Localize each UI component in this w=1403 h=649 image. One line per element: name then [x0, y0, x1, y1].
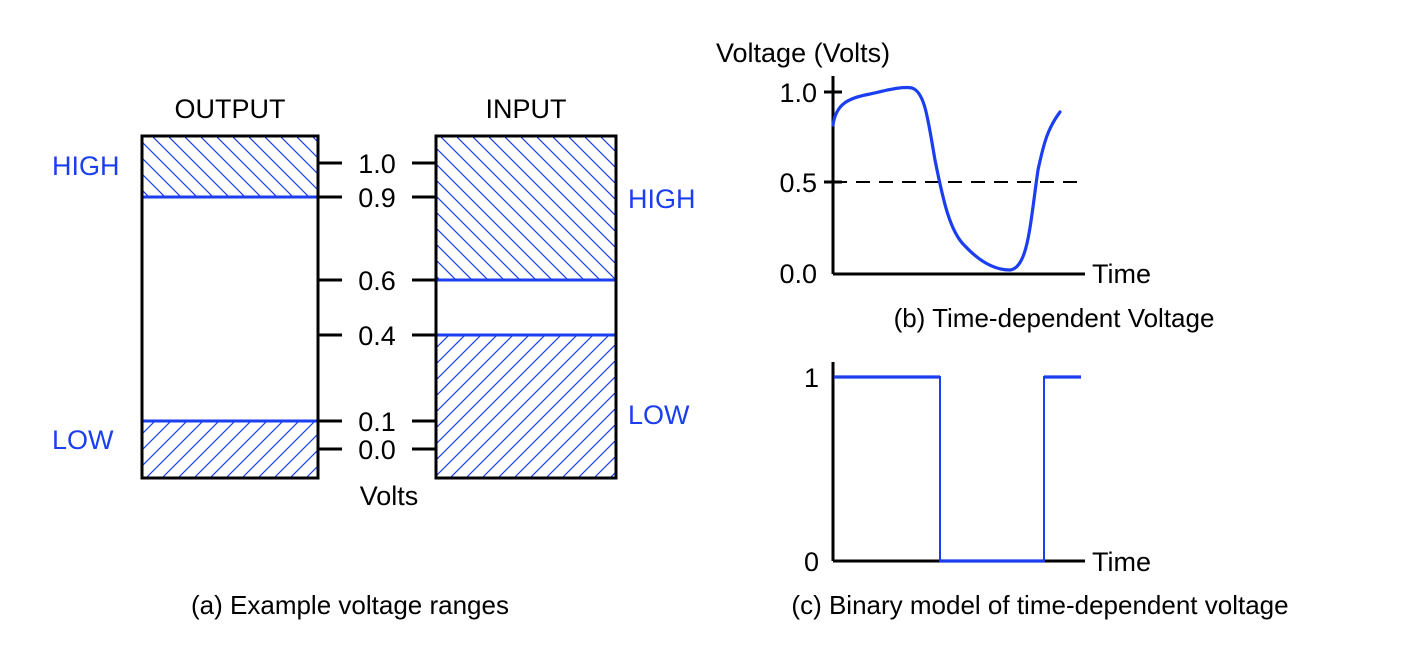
- input-box-border: [434, 134, 618, 480]
- output-high-label: HIGH: [52, 151, 120, 181]
- panel-b-tick-label-0-5: 0.5: [779, 168, 817, 198]
- panel-c-binary-model: 1 0 Time (c) Binary model of time-depend…: [791, 362, 1289, 620]
- scale-unit-label: Volts: [360, 481, 419, 511]
- input-high-label: HIGH: [628, 184, 696, 214]
- binary-waveform-outline: [834, 376, 1081, 562]
- scale-label-0-0: 0.0: [358, 435, 396, 465]
- input-low-label: LOW: [628, 400, 690, 430]
- panel-b-x-axis-label: Time: [1092, 259, 1151, 289]
- input-column-label: INPUT: [486, 94, 567, 124]
- voltage-scale: [318, 161, 436, 451]
- input-low-region: [436, 335, 616, 478]
- panel-c-tick-label-0: 0: [804, 547, 819, 577]
- output-box-border: [140, 134, 320, 480]
- panel-a-caption: (a) Example voltage ranges: [191, 590, 509, 620]
- input-box: [434, 134, 618, 480]
- panel-c-x-axis-label: Time: [1092, 547, 1151, 577]
- panel-b-time-dependent-voltage: Voltage (Volts) 1.0 0.5 0.0 Time (b) Tim…: [716, 38, 1214, 333]
- input-high-region: [436, 136, 616, 280]
- panel-c-caption: (c) Binary model of time-dependent volta…: [791, 590, 1288, 620]
- panel-a-voltage-ranges: OUTPUT INPUT HIGH LOW HIGH LOW: [52, 94, 696, 620]
- output-column-label: OUTPUT: [175, 94, 286, 124]
- scale-label-0-1: 0.1: [358, 407, 396, 437]
- panel-c-tick-label-1: 1: [804, 363, 819, 393]
- voltage-waveform-curve: [831, 85, 1062, 272]
- output-box: [140, 134, 320, 480]
- output-low-region: [142, 421, 318, 478]
- output-high-region: [142, 136, 318, 197]
- scale-label-0-6: 0.6: [358, 266, 396, 296]
- output-low-label: LOW: [52, 425, 114, 455]
- scale-label-0-4: 0.4: [358, 321, 396, 351]
- panel-b-tick-label-0-0: 0.0: [779, 259, 817, 289]
- scale-label-1-0: 1.0: [358, 149, 396, 179]
- scale-label-0-9: 0.9: [358, 183, 396, 213]
- panel-b-y-axis-label: Voltage (Volts): [716, 38, 890, 68]
- panel-b-caption: (b) Time-dependent Voltage: [894, 303, 1215, 333]
- panel-b-tick-label-1-0: 1.0: [779, 78, 817, 108]
